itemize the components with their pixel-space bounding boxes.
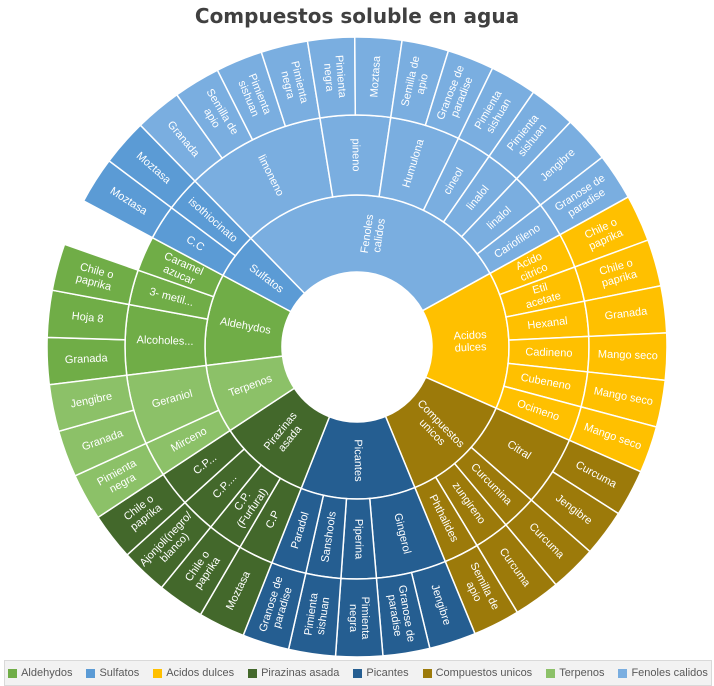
- sunburst-group-label: Acidosdulces: [453, 329, 488, 355]
- legend-label: Terpenos: [559, 667, 605, 679]
- legend-label: Pirazinas asada: [261, 667, 340, 679]
- legend-swatch: [422, 668, 432, 678]
- sunburst-compound-label: Piperina: [352, 519, 364, 560]
- legend-item[interactable]: Fenoles calidos: [618, 667, 708, 679]
- chart-title: Compuestos soluble en agua: [194, 4, 520, 28]
- legend-label: Compuestos unicos: [435, 667, 533, 679]
- legend-label: Fenoles calidos: [631, 667, 708, 679]
- sunburst-group-label: Picantes: [352, 439, 364, 482]
- sunburst-compound-label: Cadineno: [525, 346, 572, 359]
- legend-swatch: [8, 668, 18, 678]
- legend-item[interactable]: Compuestos unicos: [422, 667, 533, 679]
- sunburst-compound-label: Alcoholes...: [136, 334, 193, 348]
- legend-item[interactable]: Sulfatos: [86, 667, 139, 679]
- legend-item[interactable]: Acidos dulces: [153, 667, 234, 679]
- legend-label: Picantes: [366, 667, 409, 679]
- sunburst-source-label: Pimientasishuan: [303, 591, 333, 638]
- legend-swatch: [248, 668, 258, 678]
- sunburst-source-segment[interactable]: [48, 374, 135, 433]
- sunburst-source-label: Granada: [604, 305, 649, 322]
- legend-swatch: [353, 668, 363, 678]
- sunburst-source-label: Moztasa: [368, 55, 383, 98]
- sunburst-compound-label: pineno: [349, 138, 361, 171]
- legend-label: Aldehydos: [21, 667, 73, 679]
- sunburst-source-label: Pimientanegra: [321, 55, 349, 101]
- legend-swatch: [618, 668, 628, 678]
- legend-swatch: [86, 668, 96, 678]
- legend-swatch: [153, 668, 163, 678]
- sunburst-compound-label: Hexanal: [527, 315, 569, 332]
- legend-swatch: [546, 668, 556, 678]
- sunburst-source-label: Hoja 8: [71, 310, 104, 325]
- sunburst-source-label: Pimientanegra: [347, 597, 371, 641]
- sunburst-group-label: Fenolescalidos: [359, 213, 389, 256]
- legend-item[interactable]: Aldehydos: [8, 667, 72, 679]
- legend-label: Acidos dulces: [166, 667, 235, 679]
- legend-item[interactable]: Picantes: [353, 667, 409, 679]
- chart-legend: Aldehydos Sulfatos Acidos dulces Pirazinas …: [4, 660, 712, 686]
- legend-item[interactable]: Pirazinas asada: [248, 667, 339, 679]
- legend-item[interactable]: Terpenos: [546, 667, 604, 679]
- sunburst-source-label: Mango seco: [598, 348, 658, 362]
- legend-label: Sulfatos: [99, 667, 140, 679]
- sunburst-source-label: Granada: [65, 352, 109, 366]
